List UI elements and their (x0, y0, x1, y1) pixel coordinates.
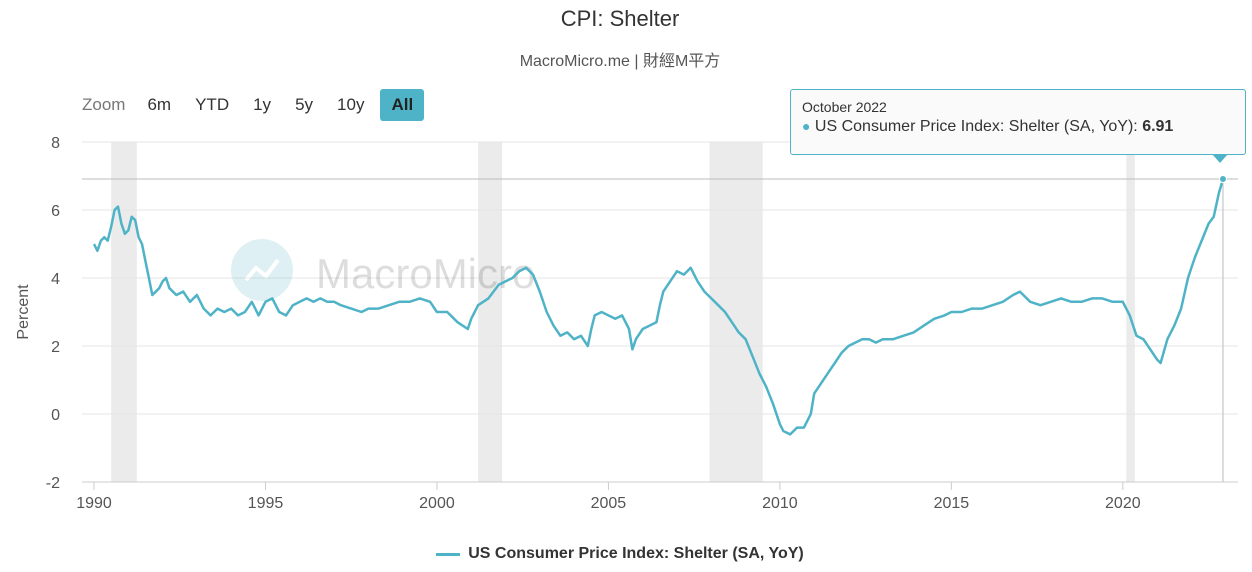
x-tick-label-1: 1995 (248, 495, 284, 512)
watermark-circle (231, 239, 293, 301)
y-tick-label-4: 0 (51, 407, 60, 424)
recession-band-0 (111, 142, 137, 482)
legend[interactable]: US Consumer Price Index: Shelter (SA, Yo… (0, 545, 1240, 563)
y-tick-label-2: 4 (51, 271, 60, 288)
legend-label: US Consumer Price Index: Shelter (SA, Yo… (468, 545, 804, 562)
hover-point-marker (1218, 175, 1227, 184)
tooltip: October 2022 ● US Consumer Price Index: … (790, 89, 1246, 155)
zoom-5y-button[interactable]: 5y (295, 95, 314, 114)
x-tick-label-2: 2000 (419, 495, 455, 512)
x-tick-label-3: 2005 (591, 495, 627, 512)
tooltip-line: ● US Consumer Price Index: Shelter (SA, … (802, 118, 1234, 136)
zoom-10y-button[interactable]: 10y (337, 95, 365, 114)
tooltip-value: 6.91 (1142, 118, 1174, 135)
x-tick-label-0: 1990 (76, 495, 112, 512)
tooltip-series-dot-icon: ● (802, 118, 811, 134)
chart-title: CPI: Shelter (560, 6, 680, 31)
recession-band-3 (1126, 142, 1135, 482)
zoom-6m-button[interactable]: 6m (147, 95, 172, 114)
watermark-text: MacroMicro (316, 250, 535, 297)
tooltip-series-label: US Consumer Price Index: Shelter (SA, Yo… (814, 118, 1138, 135)
x-tick-label-6: 2020 (1105, 495, 1141, 512)
recession-band-1 (478, 142, 503, 482)
y-tick-label-1: 6 (51, 203, 60, 220)
watermark-trend (244, 258, 280, 282)
zoom-1y-button[interactable]: 1y (253, 95, 272, 114)
tooltip-date: October 2022 (802, 99, 887, 115)
watermark-logo-icon (231, 239, 293, 301)
y-tick-label-0: 8 (51, 135, 60, 152)
zoom-bar: Zoom 6m YTD 1y 5y 10y All (82, 89, 432, 121)
x-tick-label-5: 2015 (934, 495, 970, 512)
y-tick-label-5: -2 (46, 475, 60, 492)
tooltip-arrow (1212, 154, 1228, 163)
zoom-all-button[interactable]: All (380, 89, 425, 121)
x-tick-label-4: 2010 (762, 495, 798, 512)
y-tick-label-3: 2 (51, 339, 60, 356)
chart-subtitle: MacroMicro.me | 財經M平方 (519, 53, 721, 70)
zoom-ytd-button[interactable]: YTD (195, 95, 230, 114)
y-axis-label: Percent (15, 284, 32, 340)
zoom-label: Zoom (82, 95, 126, 114)
series-line (92, 178, 1225, 436)
recession-band-2 (709, 142, 763, 482)
legend-swatch (436, 552, 461, 556)
